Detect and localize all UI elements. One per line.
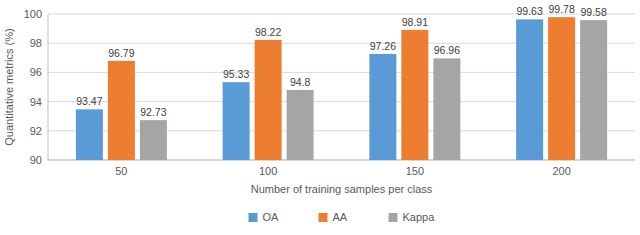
data-label: 97.26	[370, 40, 396, 52]
legend-label: Kappa	[403, 211, 436, 223]
data-label: 99.63	[516, 5, 542, 17]
data-labels: 93.47 96.79 92.73 95.33 98.22 94.8 97.26 98.91 9…	[76, 3, 607, 118]
data-label: 99.58	[580, 6, 606, 18]
x-tick-label: 100	[259, 165, 277, 177]
bar	[255, 40, 282, 160]
legend-swatch	[319, 213, 328, 222]
legend-label: OA	[263, 211, 280, 223]
chart-container: 90 92 94 96 98 100 93.47 96.79 92.73 95.33 98.22 94…	[0, 0, 640, 235]
grid-line	[48, 14, 635, 15]
legend-label: AA	[333, 211, 348, 223]
chart: 90 92 94 96 98 100 93.47 96.79 92.73 95.33 98.22 94…	[0, 0, 640, 235]
data-label: 96.79	[108, 47, 134, 59]
y-tick-label: 90	[30, 154, 42, 166]
y-axis-title: Quantitative metrics (%)	[3, 28, 15, 145]
y-axis	[48, 14, 49, 160]
data-label: 93.47	[76, 95, 102, 107]
data-label: 98.91	[402, 16, 428, 28]
grid-line	[48, 160, 635, 161]
y-tick-label: 94	[30, 96, 42, 108]
data-label: 95.33	[223, 68, 249, 80]
x-tick-label: 200	[552, 165, 570, 177]
bar	[108, 61, 135, 160]
y-tick-label: 100	[24, 8, 42, 20]
grid-line	[48, 72, 635, 73]
x-axis-title: Number of training samples per class	[251, 183, 433, 195]
page: {"chart_data": {"type": "bar", "x_label"…	[0, 0, 640, 235]
legend-swatch	[389, 213, 398, 222]
bar	[369, 54, 396, 160]
bar	[433, 58, 460, 160]
x-axis	[48, 160, 635, 161]
data-label: 98.22	[255, 26, 281, 38]
grid-line	[48, 130, 635, 131]
bar	[76, 109, 103, 160]
legend: OA AA Kappa	[249, 211, 436, 223]
data-label: 96.96	[434, 44, 460, 56]
bar	[516, 19, 543, 160]
grid-line	[48, 43, 635, 44]
y-tick-label: 98	[30, 37, 42, 49]
bar	[548, 17, 575, 160]
data-label: 94.8	[290, 76, 311, 88]
legend-swatch	[249, 213, 258, 222]
bar	[140, 120, 167, 160]
bar	[580, 20, 607, 160]
x-tick-label: 50	[115, 165, 127, 177]
x-tick-label: 150	[406, 165, 424, 177]
bar	[401, 30, 428, 160]
grid-line	[48, 101, 635, 102]
bar	[287, 90, 314, 160]
y-tick-label: 96	[30, 66, 42, 78]
y-tick-label: 92	[30, 125, 42, 137]
bars	[76, 17, 607, 160]
bar	[223, 82, 250, 160]
data-label: 92.73	[140, 106, 166, 118]
data-label: 99.78	[548, 3, 574, 15]
